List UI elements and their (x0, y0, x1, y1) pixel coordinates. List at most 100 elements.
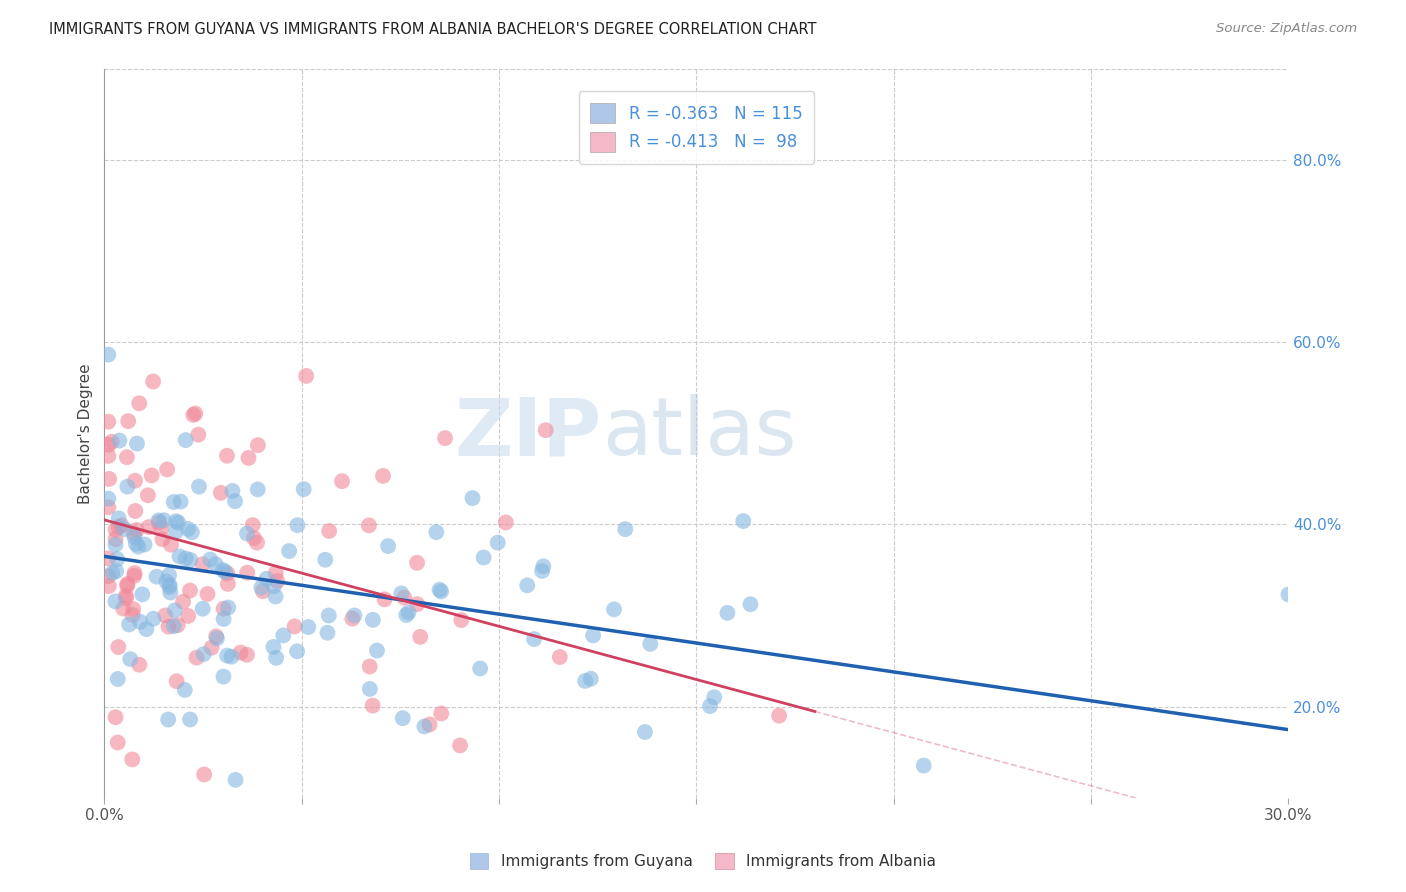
Point (205, 632, 228, 646)
Point (450, 613, 472, 627)
Point (430, 706, 453, 721)
Point (495, 516, 517, 530)
Point (169, 494, 191, 508)
Point (398, 606, 420, 620)
Point (314, 553, 336, 567)
Point (531, 559, 554, 574)
Point (117, 577, 139, 591)
Point (217, 600, 239, 615)
Point (461, 491, 484, 505)
Point (105, 552, 128, 566)
Point (209, 486, 232, 500)
Point (148, 513, 170, 527)
Point (115, 589, 138, 603)
Text: IMMIGRANTS FROM GUYANA VS IMMIGRANTS FROM ALBANIA BACHELOR'S DEGREE CORRELATION : IMMIGRANTS FROM GUYANA VS IMMIGRANTS FRO… (49, 22, 817, 37)
Point (159, 580, 181, 594)
Text: atlas: atlas (602, 394, 796, 472)
Point (97, 415, 120, 429)
Point (172, 595, 194, 609)
Point (250, 581, 273, 595)
Y-axis label: Bachelor's Degree: Bachelor's Degree (79, 363, 93, 504)
Point (179, 553, 201, 567)
Point (262, 640, 284, 654)
Point (174, 433, 197, 447)
Point (200, 640, 222, 655)
Point (165, 524, 187, 539)
Point (157, 620, 180, 634)
Point (359, 659, 381, 673)
Point (236, 526, 259, 541)
Point (177, 609, 200, 624)
Point (377, 539, 399, 553)
Point (236, 566, 259, 580)
Point (211, 563, 233, 577)
Point (318, 608, 340, 623)
Point (221, 483, 243, 498)
Point (98, 472, 121, 486)
Point (287, 518, 309, 533)
Point (128, 396, 150, 410)
Point (128, 657, 150, 672)
Point (97, 551, 120, 566)
Point (115, 450, 138, 465)
Point (135, 622, 157, 636)
Point (212, 612, 235, 626)
Point (229, 646, 252, 660)
Point (122, 602, 145, 616)
Point (699, 699, 721, 714)
Point (198, 552, 221, 566)
Point (160, 538, 183, 552)
Point (238, 450, 260, 465)
Point (124, 566, 146, 580)
Point (173, 682, 195, 697)
Point (153, 513, 176, 527)
Point (215, 449, 238, 463)
Point (166, 674, 188, 689)
Point (107, 735, 129, 749)
Point (187, 427, 209, 442)
Point (100, 434, 122, 449)
Text: Source: ZipAtlas.com: Source: ZipAtlas.com (1216, 22, 1357, 36)
Point (242, 518, 264, 533)
Point (361, 613, 384, 627)
Point (184, 407, 207, 421)
Point (472, 550, 495, 565)
Point (121, 752, 143, 766)
Point (174, 551, 197, 566)
Point (285, 644, 308, 658)
Point (263, 579, 285, 593)
Point (246, 438, 269, 452)
Point (163, 603, 186, 617)
Point (449, 739, 471, 753)
Point (177, 522, 200, 536)
Point (155, 574, 177, 589)
Point (129, 615, 152, 629)
Point (124, 474, 146, 488)
Point (97, 449, 120, 463)
Point (316, 625, 339, 640)
Point (122, 526, 145, 541)
Point (141, 468, 163, 483)
Point (531, 564, 554, 578)
Point (125, 523, 148, 537)
Point (217, 648, 239, 663)
Point (359, 681, 381, 696)
Point (579, 672, 602, 686)
Point (136, 488, 159, 502)
Point (733, 514, 755, 528)
Point (342, 612, 364, 626)
Point (548, 650, 571, 665)
Point (516, 578, 538, 592)
Point (157, 713, 180, 727)
Point (163, 495, 186, 509)
Point (142, 375, 165, 389)
Point (371, 469, 394, 483)
Point (389, 586, 412, 600)
Point (1277, 587, 1299, 601)
Point (212, 601, 235, 615)
Point (167, 516, 190, 530)
Point (224, 494, 246, 508)
Point (112, 601, 135, 615)
Point (217, 577, 239, 591)
Point (145, 570, 167, 584)
